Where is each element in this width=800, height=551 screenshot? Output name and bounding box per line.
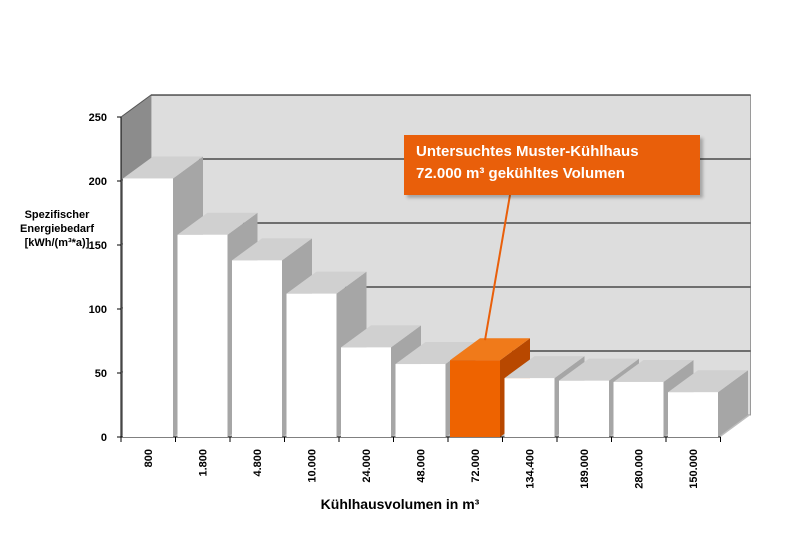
x-tick-label: 4.800 xyxy=(252,449,264,477)
y-tick-label: 100 xyxy=(89,304,107,316)
annotation-callout: Untersuchtes Muster-Kühlhaus 72.000 m³ g… xyxy=(404,135,700,195)
x-axis-label: Kühlhausvolumen in m³ xyxy=(320,496,480,512)
annotation-leader-line xyxy=(484,194,511,341)
bar-front xyxy=(341,347,391,437)
bar-top xyxy=(177,212,258,235)
x-tick-label: 1.800 xyxy=(198,449,210,477)
bar-top xyxy=(613,359,694,382)
y-axis-label-line-1: Spezifischer xyxy=(24,209,90,221)
y-tick-label: 150 xyxy=(89,240,107,252)
x-tick-label: 150.000 xyxy=(688,449,700,489)
x-tick-label: 48.000 xyxy=(416,449,428,483)
bar-top xyxy=(341,325,421,348)
x-tick-label: 134.400 xyxy=(525,449,537,489)
bar-front xyxy=(668,392,718,437)
bar-front xyxy=(504,378,555,437)
bar-top xyxy=(504,356,585,379)
annotation-line-2: 72.000 m³ gekühltes Volumen xyxy=(416,165,625,182)
y-tick-labels: 0 50 100 150 200 250 xyxy=(89,112,121,444)
x-tick-label: 189.000 xyxy=(579,449,591,489)
x-tick-labels: 800 1.800 4.800 10.000 24.000 48.000 72.000 134… xyxy=(120,437,721,489)
y-axis-label-line-2: Energiebedarf xyxy=(20,223,94,235)
bar-top xyxy=(395,342,476,365)
bar-top xyxy=(559,358,639,381)
bar-top xyxy=(286,271,367,294)
bar-side xyxy=(718,370,748,437)
bar-front xyxy=(395,364,446,437)
bars xyxy=(123,156,748,437)
bar-top xyxy=(123,156,203,179)
bar-front xyxy=(177,234,228,437)
bar-front xyxy=(286,293,337,437)
bar-front xyxy=(613,381,664,437)
y-tick-label: 50 xyxy=(95,368,107,380)
x-tick-label: 24.000 xyxy=(361,449,373,483)
bar-front xyxy=(232,260,282,437)
x-tick-label: 280.000 xyxy=(634,449,646,489)
y-axis-label: Spezifischer Energiebedarf [kWh/(m³*a)] xyxy=(2,208,112,250)
bar-150.000 xyxy=(668,370,748,437)
bar-top xyxy=(668,370,748,393)
bar-front xyxy=(450,360,500,437)
y-tick-label: 200 xyxy=(89,176,107,188)
x-tick-label: 800 xyxy=(143,449,155,467)
gridline-side xyxy=(120,94,152,118)
bar-top xyxy=(450,338,530,361)
bar-top xyxy=(232,238,312,261)
y-axis-label-line-3: [kWh/(m³*a)] xyxy=(24,237,90,249)
y-tick-label: 0 xyxy=(101,432,107,444)
x-tick-label: 10.000 xyxy=(307,449,319,483)
annotation-line-1: Untersuchtes Muster-Kühlhaus xyxy=(416,143,639,160)
bar-front xyxy=(123,178,173,437)
x-tick-label: 72.000 xyxy=(470,449,482,483)
bar-front xyxy=(559,380,609,437)
y-tick-label: 250 xyxy=(89,112,107,124)
